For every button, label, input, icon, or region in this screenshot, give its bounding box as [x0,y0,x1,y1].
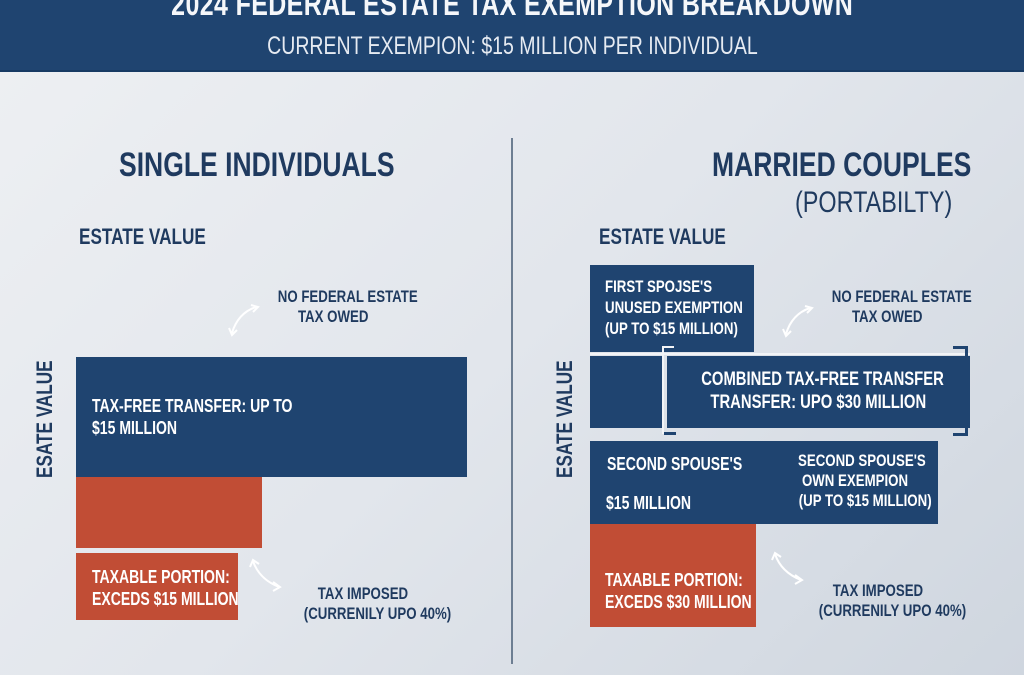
page-title-text: 2024 FEDERAL ESTATE TAX EXEMPTION BREAKD… [171,0,853,22]
single-taxable-bar [76,477,262,548]
bar-line: TAXABLE PORTION: [92,567,230,587]
bar-line: EXCEDS $30 MILLION [605,592,752,612]
bracket-left-icon [662,346,674,434]
bracket-tick [664,432,676,435]
bar-line: OWN EXEMPION [801,471,909,490]
bar-line: (UP TO $15 MILLION) [798,491,932,510]
single-title-text: SINGLE INDIVIDUALS [119,146,395,184]
note-line: TAX IMPOSED [317,584,409,603]
note-line: NO FEDERAL ESTATE [277,287,418,306]
single-tax-free-bar: TAX-FREE TRANSFER: UP TO $15 MILLION [76,357,467,477]
note-line: TAX OWED [297,307,369,326]
note-line: (CURRENILY UPO 40%) [303,604,452,623]
married-title-line2: (PORTABILTY) [795,186,953,219]
bar-line: (UP TO $15 MILLION) [605,319,738,338]
curved-arrow-icon [782,305,814,338]
bracket-right-icon [953,346,968,436]
section-divider [511,138,513,664]
page-subtitle: CURRENT EXEMPION: $15 MILLION PER INDIVI… [0,32,1024,61]
married-estate-value-label: ESTATE VALUE [599,224,762,250]
second-spouse-left-text: SECOND SPOUSE'S [607,453,780,475]
married-section-subtitle: (PORTABILTY) [795,184,997,222]
page-subtitle-text: CURRENT EXEMPION: $15 MILLION PER INDIVI… [266,32,758,60]
bar-line: TAXABLE PORTION: [605,570,743,590]
tax-free-bar-text: TAX-FREE TRANSFER: UP TO $15 MILLION [92,395,349,439]
single-section-title: SINGLE INDIVIDUALS [119,146,472,184]
single-axis-label: ESATE VALUE [32,327,58,478]
second-spouse-right-text: SECOND SPOUSE'S OWN EXEMPION (UP TO $15 … [780,451,932,511]
curved-arrow-icon [249,558,282,592]
header-banner: 2024 FEDERAL ESTATE TAX EXEMPTION BREAKD… [0,0,1024,72]
second-spouse-amount-text: $15 MILLION [606,492,715,514]
bar-line: SECOND SPOUSE'S [798,451,926,470]
bar-line: $15 MILLION [92,418,178,438]
note-line: TAX IMPOSED [832,581,924,600]
axis-label-text: ESATE VALUE [552,360,577,478]
page-title: 2024 FEDERAL ESTATE TAX EXEMPTION BREAKD… [0,0,1024,23]
second-spouse-bar: SECOND SPOUSE'S $15 MILLION SECOND SPOUS… [590,441,938,524]
married-title-line1: MARRIED COUPLES [712,146,972,184]
bar-line: FIRST SPOJSE'S [605,277,713,296]
bar-line: COMBINED TAX-FREE TRANSFER [701,369,944,390]
bar-line: SECOND SPOUSE'S [607,454,743,474]
combined-bar-left-segment [590,356,662,428]
axis-label-text: ESATE VALUE [32,360,57,478]
combined-bar-text: COMBINED TAX-FREE TRANSFER TRANSFER: UPO… [667,368,970,414]
married-section-title: MARRIED COUPLES [712,146,1024,184]
married-taxable-box: TAXABLE PORTION: EXCEDS $30 MILLION [590,524,756,627]
single-tax-imposed-note: TAX IMPOSED (CURRENILY UPO 40%) [283,584,451,624]
single-no-tax-note: NO FEDERAL ESTATE TAX OWED [258,287,418,327]
note-line: TAX OWED [851,307,923,326]
married-estate-value-text: ESTATE VALUE [599,224,726,249]
bar-line: $15 MILLION [606,493,692,513]
married-axis-label: ESATE VALUE [552,327,578,478]
bar-line: UNUSED EXEMPTION [605,298,743,317]
bar-line: EXCEDS $15 MILLION [92,589,239,609]
married-tax-imposed-note: TAX IMPOSED (CURRENILY UPO 40%) [798,581,966,621]
first-spouse-box: FIRST SPOJSE'S UNUSED EXEMPTION (UP TO $… [590,265,754,352]
note-line: NO FEDERAL ESTATE [831,287,972,306]
single-estate-value-label: ESTATE VALUE [79,224,242,250]
single-estate-value-text: ESTATE VALUE [79,224,206,249]
curved-arrow-icon [228,304,260,337]
single-taxable-box: TAXABLE PORTION: EXCEDS $15 MILLION [76,553,239,620]
bar-line: TAX-FREE TRANSFER: UP TO [92,396,293,416]
married-no-tax-note: NO FEDERAL ESTATE TAX OWED [812,287,972,327]
curved-arrow-icon [771,551,804,585]
combined-tax-free-bar: COMBINED TAX-FREE TRANSFER TRANSFER: UPO… [667,356,970,428]
first-spouse-text: FIRST SPOJSE'S UNUSED EXEMPTION (UP TO $… [605,276,782,339]
bar-line: TRANSFER: UPO $30 MILLION [710,392,927,413]
married-taxable-text: TAXABLE PORTION: EXCEDS $30 MILLION [605,569,793,613]
separator-line [590,353,970,355]
note-line: (CURRENILY UPO 40%) [818,601,967,620]
taxable-box-text: TAXABLE PORTION: EXCEDS $15 MILLION [92,566,280,610]
